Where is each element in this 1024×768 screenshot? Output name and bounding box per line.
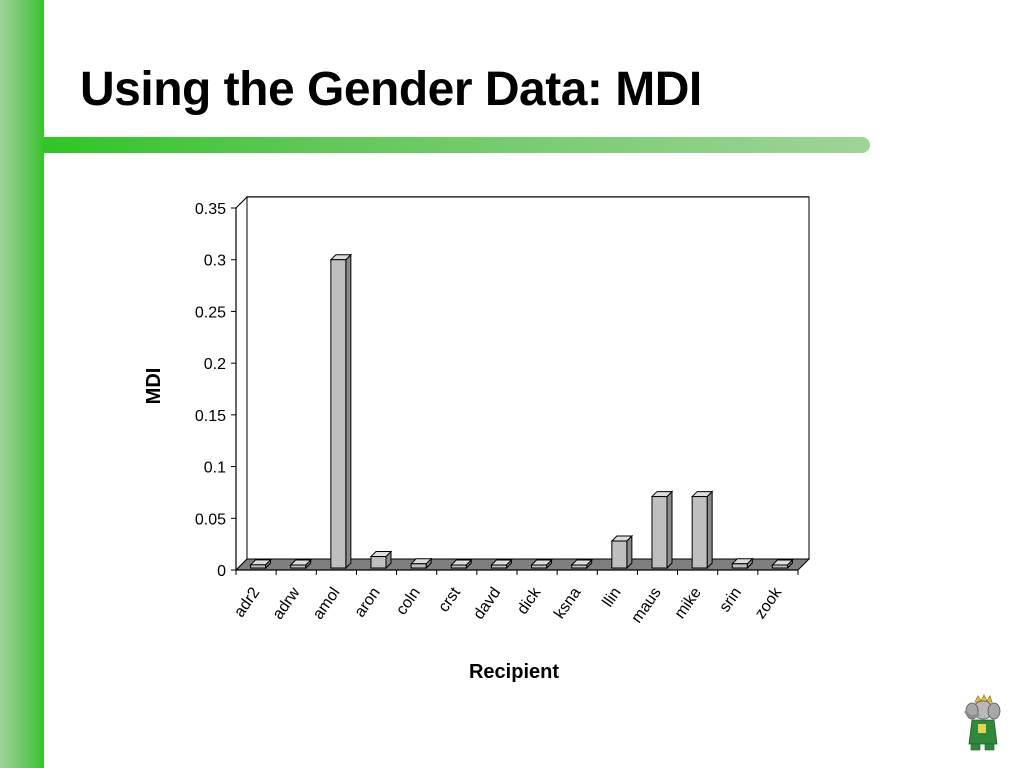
chart-walls	[234, 195, 811, 572]
slide-title: Using the Gender Data: MDI	[80, 63, 702, 116]
bar-front	[450, 564, 467, 569]
x-tick-label: dick	[514, 584, 545, 618]
bar-front	[490, 564, 507, 569]
x-tick-label: adrw	[270, 584, 304, 623]
bar-front	[531, 564, 548, 569]
bar-dick	[530, 558, 553, 570]
x-tick-label: crst	[435, 584, 464, 615]
x-tick-label: llin	[599, 585, 624, 611]
bar-front	[571, 564, 588, 569]
x-axis: adr2 adrw amol aron coln crst davd dick ksna llin…	[231, 569, 799, 627]
x-tick-label: coln	[393, 585, 424, 619]
bar-front	[370, 556, 387, 569]
bar-side	[666, 490, 673, 570]
x-tick-label: amol	[310, 585, 344, 623]
y-tick-label: 0.15	[195, 408, 226, 425]
bar-llin	[610, 534, 634, 570]
y-axis: 0 0.05 0.1 0.15 0.2 0.25 0.3 0.35	[195, 201, 237, 580]
bar-aron	[369, 550, 393, 570]
bar-front	[290, 564, 307, 569]
bar-adr2	[249, 558, 272, 570]
bar-front	[250, 564, 267, 569]
bar-front	[410, 563, 427, 569]
bar-coln	[409, 557, 433, 570]
bar-ksna	[570, 558, 593, 570]
y-tick-label: 0	[217, 563, 226, 580]
side-accent-bar	[0, 0, 44, 768]
bar-crst	[450, 558, 473, 570]
x-axis-label: Recipient	[469, 661, 559, 683]
x-tick-label: zook	[752, 584, 786, 622]
bar-maus	[650, 490, 674, 570]
bar-amol	[329, 253, 353, 570]
chart-side-wall	[235, 195, 248, 572]
x-tick-label: adr2	[231, 584, 263, 620]
chart-floor	[234, 558, 811, 571]
x-tick-label: aron	[351, 585, 383, 621]
y-tick-label: 0.2	[204, 356, 226, 373]
bar-srin	[731, 557, 754, 570]
chart-bars	[249, 253, 794, 570]
bar-front	[731, 563, 748, 569]
y-tick-label: 0.1	[204, 460, 226, 477]
bar-front	[330, 259, 347, 569]
bar-side	[706, 490, 713, 570]
bar-front	[771, 564, 788, 569]
x-tick-label: davd	[470, 585, 504, 623]
x-tick-label: srin	[716, 585, 745, 616]
bar-adrw	[289, 558, 312, 570]
bar-mike	[690, 490, 714, 570]
bar-zook	[771, 558, 794, 570]
bar-davd	[490, 558, 513, 570]
bar-front	[611, 540, 628, 569]
bar-front	[651, 496, 668, 569]
elephant-mascot-icon	[964, 694, 1001, 751]
y-tick-label: 0.35	[195, 201, 226, 218]
bar-side	[345, 253, 352, 570]
y-tick-label: 0.25	[195, 304, 226, 321]
title-underline-bar	[44, 137, 870, 153]
bar-front	[691, 496, 708, 569]
y-tick-label: 0.3	[204, 253, 226, 270]
x-tick-label: maus	[628, 585, 664, 627]
x-tick-label: ksna	[551, 584, 584, 622]
x-tick-label: mike	[672, 584, 705, 622]
y-axis-label: MDI	[143, 368, 165, 405]
y-tick-label: 0.05	[195, 511, 226, 528]
